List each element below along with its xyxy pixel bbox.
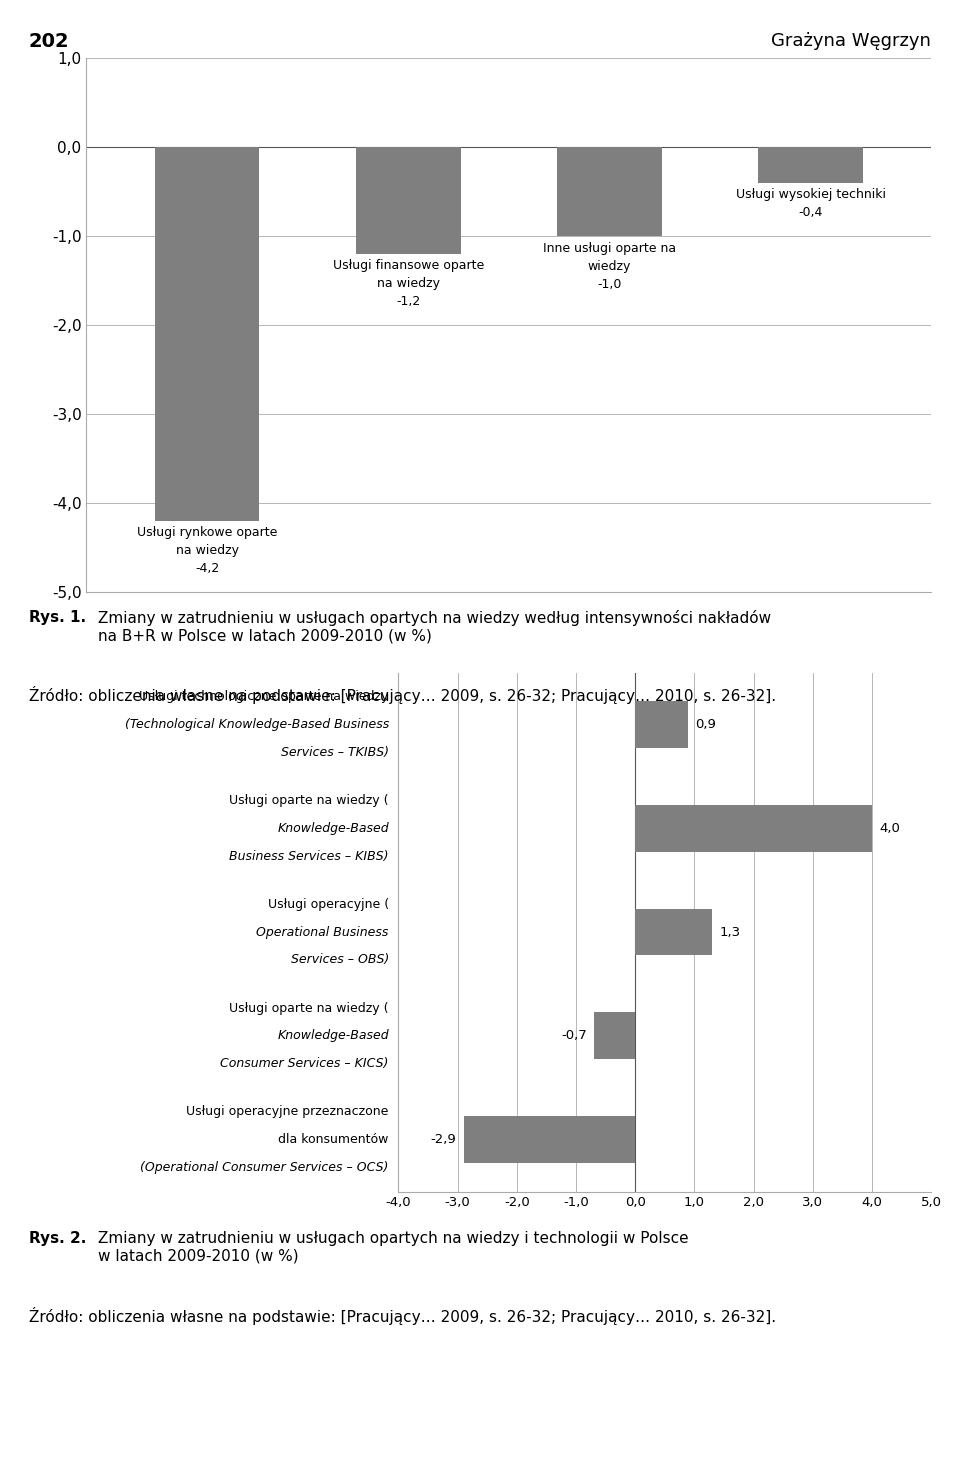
Text: Usługi rynkowe oparte
na wiedzy
-4,2: Usługi rynkowe oparte na wiedzy -4,2 xyxy=(137,526,277,575)
Text: Usługi operacyjne przeznaczone: Usługi operacyjne przeznaczone xyxy=(186,1105,389,1118)
Text: Inne usługi oparte na
wiedzy
-1,0: Inne usługi oparte na wiedzy -1,0 xyxy=(542,241,676,291)
Text: 0,9: 0,9 xyxy=(696,718,716,731)
Bar xyxy=(356,148,461,254)
Text: Consumer Services – KICS): Consumer Services – KICS) xyxy=(221,1057,389,1070)
Text: Źródło: obliczenia własne na podstawie: [Pracujący… 2009, s. 26-32; Pracujący… 2: Źródło: obliczenia własne na podstawie: … xyxy=(29,1307,776,1325)
Text: -0,7: -0,7 xyxy=(561,1029,587,1042)
Text: Services – TKIBS): Services – TKIBS) xyxy=(280,746,389,759)
Bar xyxy=(464,1117,636,1162)
Text: Źródło: obliczenia własne na podstawie: [Pracujący… 2009, s. 26-32; Pracujący… 2: Źródło: obliczenia własne na podstawie: … xyxy=(29,686,776,703)
Text: (Operational Consumer Services – OCS): (Operational Consumer Services – OCS) xyxy=(140,1161,389,1174)
Text: dla konsumentów: dla konsumentów xyxy=(278,1133,389,1146)
Text: Zmiany w zatrudnieniu w usługach opartych na wiedzy i technologii w Polsce
w lat: Zmiany w zatrudnieniu w usługach opartyc… xyxy=(98,1231,688,1263)
Text: Usługi finansowe oparte
na wiedzy
-1,2: Usługi finansowe oparte na wiedzy -1,2 xyxy=(332,259,484,308)
Bar xyxy=(593,1013,636,1058)
Text: Zmiany w zatrudnieniu w usługach opartych na wiedzy według intensywności nakładó: Zmiany w zatrudnieniu w usługach opartyc… xyxy=(98,610,771,643)
Text: Rys. 2.: Rys. 2. xyxy=(29,1231,86,1246)
Text: 4,0: 4,0 xyxy=(879,822,900,835)
Text: Usługi wysokiej techniki
-0,4: Usługi wysokiej techniki -0,4 xyxy=(735,189,885,219)
Text: Grażyna Węgrzyn: Grażyna Węgrzyn xyxy=(771,32,931,50)
Bar xyxy=(636,806,872,851)
Text: -2,9: -2,9 xyxy=(431,1133,456,1146)
Bar xyxy=(636,702,688,747)
Bar xyxy=(636,909,712,955)
Text: Knowledge-Based: Knowledge-Based xyxy=(277,1029,389,1042)
Text: Business Services – KIBS): Business Services – KIBS) xyxy=(229,849,389,863)
Text: Rys. 1.: Rys. 1. xyxy=(29,610,86,624)
Text: 1,3: 1,3 xyxy=(719,925,740,939)
Text: 202: 202 xyxy=(29,32,69,51)
Text: Knowledge-Based: Knowledge-Based xyxy=(277,822,389,835)
Bar xyxy=(557,148,661,237)
Text: Operational Business: Operational Business xyxy=(256,925,389,939)
Text: Services – OBS): Services – OBS) xyxy=(291,953,389,966)
Text: Usługi technologiczne oparte na wiedzy: Usługi technologiczne oparte na wiedzy xyxy=(139,690,389,703)
Text: Usługi oparte na wiedzy (: Usługi oparte na wiedzy ( xyxy=(229,794,389,807)
Text: Usługi oparte na wiedzy (: Usługi oparte na wiedzy ( xyxy=(229,1001,389,1015)
Text: (Technological Knowledge-Based Business: (Technological Knowledge-Based Business xyxy=(125,718,389,731)
Bar xyxy=(758,148,863,183)
Text: Usługi operacyjne (: Usługi operacyjne ( xyxy=(268,898,389,911)
Bar xyxy=(155,148,259,520)
